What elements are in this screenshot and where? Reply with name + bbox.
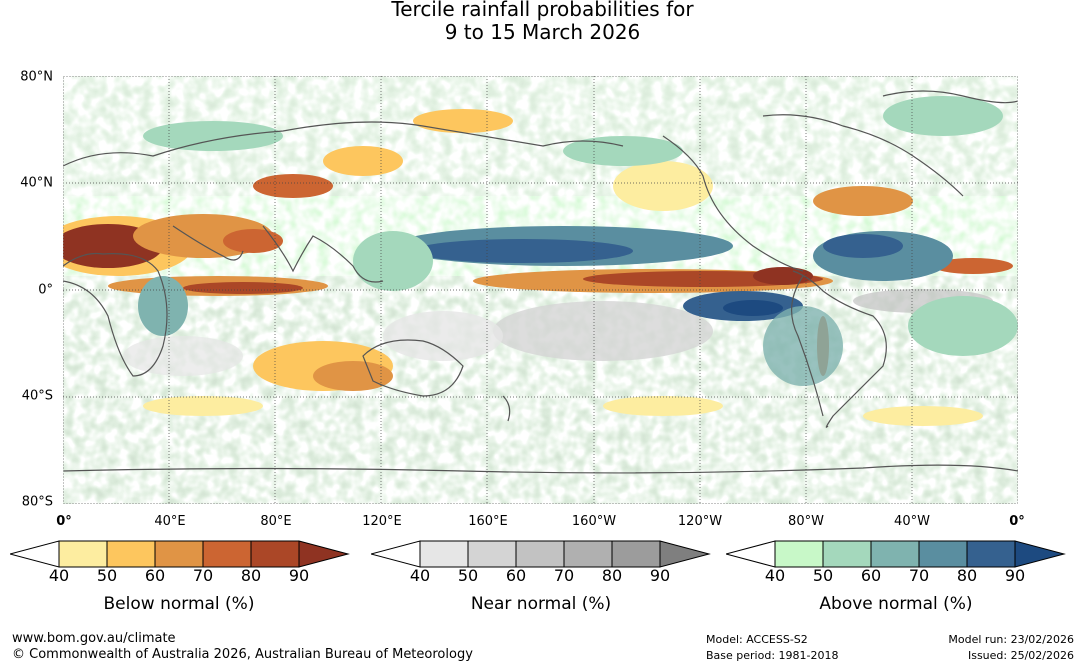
near-tick-90: 90: [649, 566, 671, 585]
below-normal-swatch-2: [106, 540, 156, 568]
map-canvas: [63, 76, 1018, 504]
colorbar-below-normal-swatches: [10, 540, 350, 568]
above-tick-50: 50: [812, 566, 834, 585]
above-tick-90: 90: [1004, 566, 1026, 585]
above-normal-swatch-high: [1014, 540, 1066, 568]
above-normal-swatch-5: [966, 540, 1016, 568]
below-normal-title: Below normal (%): [103, 594, 255, 614]
lat-label-0: 0°: [38, 282, 53, 298]
near-normal-title: Near normal (%): [470, 594, 612, 614]
colorbar-near-normal-swatches: [371, 540, 711, 568]
above-tick-60: 60: [860, 566, 882, 585]
coastlines: [63, 90, 1018, 474]
near-normal-swatch-3: [515, 540, 565, 568]
above-normal-swatch-2: [822, 540, 872, 568]
above-normal-title: Above normal (%): [819, 594, 973, 614]
colorbar-above-normal-swatches: [726, 540, 1066, 568]
below-tick-70: 70: [192, 566, 214, 585]
near-normal-swatch-2: [467, 540, 517, 568]
below-normal-swatch-3: [154, 540, 204, 568]
lon-label-40e: 40°E: [154, 514, 186, 529]
lon-label-160e: 160°E: [468, 514, 508, 529]
lat-label-80n: 80°N: [20, 69, 53, 85]
rainfall-map: [63, 76, 1018, 504]
lon-label-160w: 160°W: [571, 514, 617, 529]
below-tick-80: 80: [240, 566, 262, 585]
near-normal-swatch-low: [371, 540, 421, 568]
lon-label-120w: 120°W: [677, 514, 723, 529]
model-name: Model: ACCESS-S2: [706, 633, 808, 646]
graticule: [63, 76, 1018, 504]
model-run-date: Model run: 23/02/2026: [948, 633, 1074, 646]
above-tick-40: 40: [764, 566, 786, 585]
below-normal-regions: [63, 109, 1013, 426]
copyright-notice: © Commonwealth of Australia 2026, Austra…: [12, 647, 473, 662]
map-title-line2: 9 to 15 March 2026: [444, 20, 641, 44]
near-normal-regions: [123, 289, 993, 376]
above-tick-70: 70: [908, 566, 930, 585]
above-tick-80: 80: [956, 566, 978, 585]
base-period: Base period: 1981-2018: [706, 649, 839, 662]
colorbar-below-normal: [10, 540, 350, 568]
below-tick-60: 60: [144, 566, 166, 585]
below-normal-swatch-5: [250, 540, 300, 568]
lon-label-40w: 40°W: [894, 514, 930, 529]
below-tick-50: 50: [96, 566, 118, 585]
colorbar-above-normal: [726, 540, 1066, 568]
below-normal-swatch-4: [202, 540, 252, 568]
lon-label-0-east: 0°: [1009, 514, 1025, 529]
near-normal-swatch-1: [419, 540, 469, 568]
map-title-line1: Tercile rainfall probabilities for: [391, 0, 694, 21]
lon-label-80w: 80°W: [788, 514, 824, 529]
lat-label-80s: 80°S: [21, 494, 53, 510]
above-normal-swatch-1: [774, 540, 824, 568]
below-tick-40: 40: [48, 566, 70, 585]
near-tick-60: 60: [505, 566, 527, 585]
near-tick-80: 80: [601, 566, 623, 585]
above-normal-swatch-3: [870, 540, 920, 568]
lon-label-120e: 120°E: [362, 514, 402, 529]
colorbar-near-normal: [371, 540, 711, 568]
below-normal-swatch-high: [298, 540, 350, 568]
near-tick-50: 50: [457, 566, 479, 585]
near-normal-swatch-high: [659, 540, 711, 568]
lat-label-40n: 40°N: [20, 175, 53, 191]
near-tick-40: 40: [409, 566, 431, 585]
lat-label-40s: 40°S: [21, 388, 53, 404]
near-normal-swatch-4: [563, 540, 613, 568]
source-link[interactable]: www.bom.gov.au/climate: [12, 631, 176, 646]
below-normal-swatch-low: [10, 540, 60, 568]
near-tick-70: 70: [553, 566, 575, 585]
below-tick-90: 90: [288, 566, 310, 585]
lon-label-0-west: 0°: [56, 514, 72, 529]
lon-label-80e: 80°E: [260, 514, 292, 529]
issued-date: Issued: 25/02/2026: [967, 649, 1074, 662]
below-normal-swatch-1: [58, 540, 108, 568]
above-normal-regions: [138, 96, 1018, 386]
near-normal-swatch-5: [611, 540, 661, 568]
above-normal-swatch-4: [918, 540, 968, 568]
above-normal-swatch-low: [726, 540, 776, 568]
